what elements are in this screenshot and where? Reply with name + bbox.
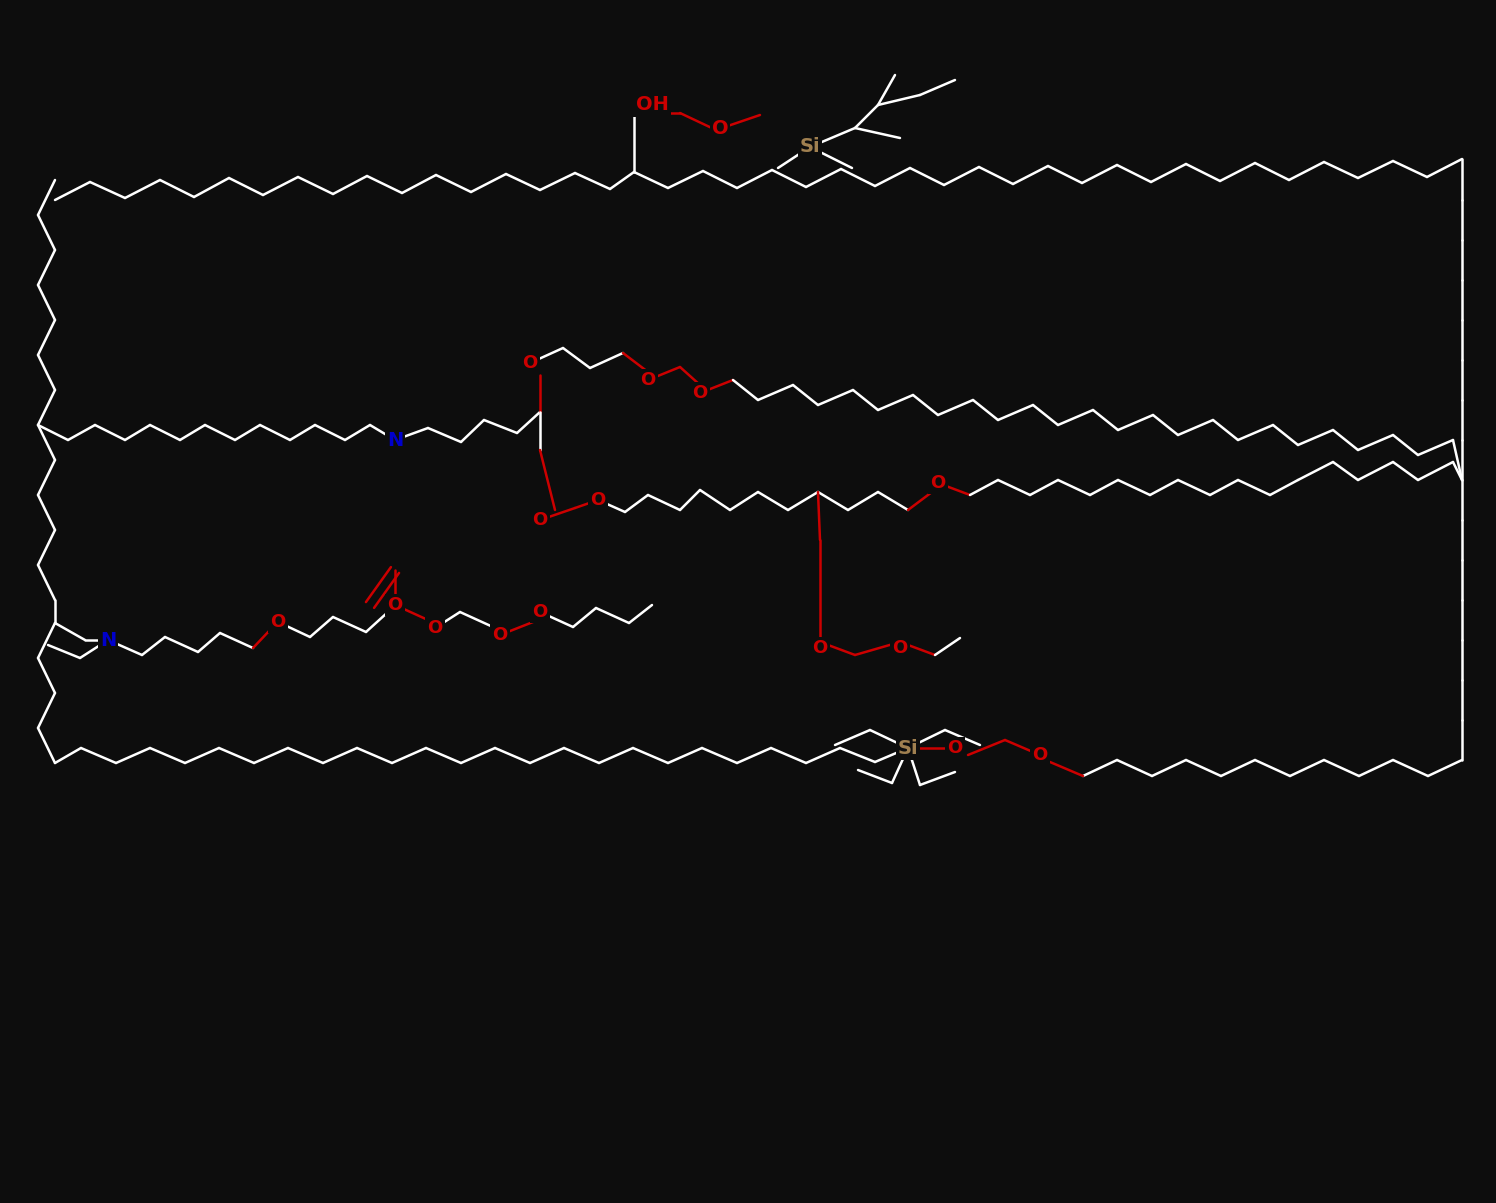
Text: O: O [522, 354, 537, 372]
Text: O: O [640, 371, 655, 389]
Text: O: O [931, 474, 945, 492]
Text: O: O [893, 639, 908, 657]
Text: O: O [591, 491, 606, 509]
Text: O: O [947, 739, 962, 757]
Text: O: O [387, 595, 402, 614]
Text: O: O [492, 626, 507, 644]
Text: O: O [271, 614, 286, 632]
Text: O: O [533, 603, 548, 621]
Text: N: N [100, 630, 117, 650]
Text: O: O [533, 511, 548, 529]
Text: O: O [1032, 746, 1047, 764]
Text: Si: Si [800, 137, 820, 156]
Text: O: O [812, 639, 827, 657]
Text: O: O [712, 119, 729, 137]
Text: O: O [428, 620, 443, 638]
Text: OH: OH [636, 95, 669, 114]
Text: Si: Si [898, 739, 919, 758]
Text: N: N [387, 431, 402, 450]
Text: O: O [693, 384, 708, 402]
